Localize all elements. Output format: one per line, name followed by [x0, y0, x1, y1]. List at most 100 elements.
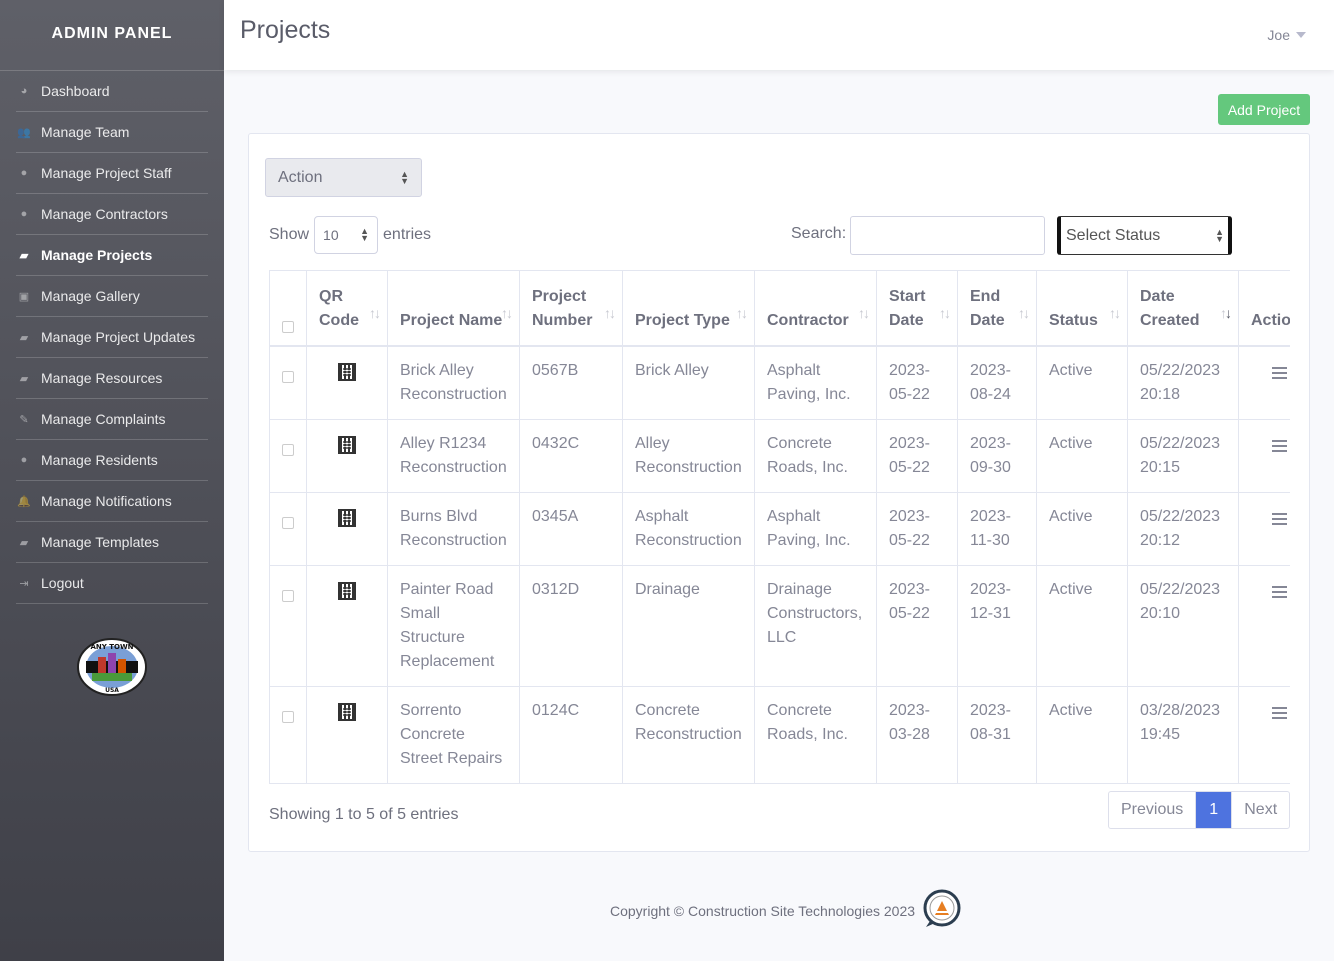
qr-code-icon[interactable] — [338, 508, 356, 527]
length-control: Show 10 ▲ ▼ entries — [269, 216, 431, 254]
column-header-label: Project Name — [400, 311, 503, 329]
row-checkbox[interactable] — [282, 589, 294, 602]
page-1-button[interactable]: 1 — [1196, 792, 1232, 828]
row-menu-icon[interactable] — [1271, 366, 1287, 379]
sidebar-item-logout[interactable]: ⇥ Logout — [16, 563, 208, 604]
page-title: Projects — [240, 16, 331, 44]
column-header-status[interactable]: Status ↑↓ — [1036, 270, 1128, 347]
sidebar-item-manage-complaints[interactable]: ✎ Manage Complaints — [16, 399, 208, 440]
cell-end: 2023-12-31 — [957, 564, 1037, 687]
cell-number: 0432C — [519, 418, 623, 493]
column-header-project-name[interactable]: Project Name ↑↓ — [387, 270, 520, 347]
column-header-end-date[interactable]: End Date ↑↓ — [957, 270, 1037, 347]
action-select-value: Action — [278, 168, 323, 186]
select-all-checkbox[interactable] — [282, 320, 294, 333]
sidebar-item-manage-project-updates[interactable]: ▰ Manage Project Updates — [16, 317, 208, 358]
cell-name: Brick Alley Reconstruction — [387, 345, 520, 420]
row-checkbox[interactable] — [282, 370, 294, 383]
sidebar-item-manage-project-staff[interactable]: ● Manage Project Staff — [16, 153, 208, 194]
user-menu[interactable]: Joe — [1267, 27, 1306, 43]
sort-arrows-icon: ↑↓ — [736, 305, 748, 321]
users-icon: 👥 — [17, 126, 31, 139]
row-menu-icon[interactable] — [1271, 706, 1287, 719]
sidebar-item-manage-residents[interactable]: ● Manage Residents — [16, 440, 208, 481]
table-row: Alley R1234 Reconstruction 0432C Alley Rec… — [269, 418, 1290, 493]
cell-end: 2023-08-24 — [957, 345, 1037, 420]
row-menu-icon[interactable] — [1271, 585, 1287, 598]
cell-start: 2023-05-22 — [876, 564, 958, 687]
add-project-button[interactable]: Add Project — [1218, 94, 1310, 125]
row-menu-icon[interactable] — [1271, 512, 1287, 525]
sidebar-item-label: Manage Gallery — [41, 288, 140, 304]
qr-code-icon[interactable] — [338, 702, 356, 721]
show-label: Show — [269, 226, 310, 243]
sidebar-item-manage-team[interactable]: 👥 Manage Team — [16, 112, 208, 153]
column-header-label: Project Number — [532, 287, 593, 329]
sidebar-item-label: Manage Notifications — [41, 493, 172, 509]
sidebar-item-label: Logout — [41, 575, 84, 591]
row-checkbox[interactable] — [282, 516, 294, 529]
cell-created: 05/22/2023 20:10 — [1127, 564, 1239, 687]
cell-end: 2023-09-30 — [957, 418, 1037, 493]
column-header-label: Project Type — [635, 311, 730, 329]
entries-select[interactable]: 10 ▲ ▼ — [314, 216, 379, 254]
sidebar-item-manage-contractors[interactable]: ● Manage Contractors — [16, 194, 208, 235]
table-row: Brick Alley Reconstruction 0567B Brick All… — [269, 345, 1290, 420]
cell-contractor: Asphalt Paving, Inc. — [754, 491, 877, 566]
cell-end: 2023-08-31 — [957, 685, 1037, 783]
search-input[interactable] — [850, 216, 1045, 255]
logout-icon: ⇥ — [19, 577, 29, 590]
column-header-date-created[interactable]: Date Created ↑↓ — [1127, 270, 1239, 347]
cell-created: 05/22/2023 20:15 — [1127, 418, 1239, 493]
cell-name: Painter Road Small Structure Replacement — [387, 564, 520, 687]
cell-contractor: Asphalt Paving, Inc. — [754, 345, 877, 420]
column-header-project-number[interactable]: Project Number ↑↓ — [519, 270, 623, 347]
column-header-label: Start Date — [889, 287, 926, 329]
row-checkbox[interactable] — [282, 443, 294, 456]
status-select[interactable]: Select Status ▲ ▼ — [1057, 216, 1232, 255]
column-header-label: End Date — [970, 287, 1005, 329]
cell-status: Active — [1036, 345, 1128, 420]
sidebar-item-label: Manage Resources — [41, 370, 163, 386]
cell-type: Concrete Reconstruction — [622, 685, 755, 783]
row-checkbox[interactable] — [282, 710, 294, 723]
user-name: Joe — [1267, 27, 1290, 43]
sidebar-item-label: Manage Contractors — [41, 206, 168, 222]
cell-name: Burns Blvd Reconstruction — [387, 491, 520, 566]
sidebar-item-manage-projects[interactable]: ▰ Manage Projects — [16, 235, 208, 276]
cell-contractor: Concrete Roads, Inc. — [754, 685, 877, 783]
column-header-start-date[interactable]: Start Date ↑↓ — [876, 270, 958, 347]
action-select[interactable]: Action ▲ ▼ — [265, 158, 422, 197]
column-header-project-type[interactable]: Project Type ↑↓ — [622, 270, 755, 347]
brand-title: ADMIN PANEL — [51, 25, 173, 42]
sidebar-item-manage-templates[interactable]: ▰ Manage Templates — [16, 522, 208, 563]
entries-label: entries — [383, 226, 432, 243]
cell-start: 2023-05-22 — [876, 418, 958, 493]
table-header-row: QR Code ↑↓ Project Name ↑↓ Project Number ↑↓ P… — [269, 270, 1290, 347]
column-header-contractor[interactable]: Contractor ↑↓ — [754, 270, 877, 347]
column-header-label: Date Created — [1140, 287, 1200, 329]
logo-text-top: ANY TOWN — [90, 643, 133, 651]
column-header-actio[interactable]: Actio — [1238, 270, 1290, 347]
cell-start: 2023-03-28 — [876, 685, 958, 783]
column-header-qr-code[interactable]: QR Code ↑↓ — [306, 270, 388, 347]
cell-contractor: Drainage Constructors, LLC — [754, 564, 877, 687]
qr-code-icon[interactable] — [338, 435, 356, 454]
next-button[interactable]: Next — [1231, 792, 1289, 828]
note-icon: ▰ — [19, 331, 29, 344]
sidebar-item-manage-gallery[interactable]: ▣ Manage Gallery — [16, 276, 208, 317]
sidebar-item-manage-resources[interactable]: ▰ Manage Resources — [16, 358, 208, 399]
sidebar-item-label: Dashboard — [41, 83, 110, 99]
row-menu-icon[interactable] — [1271, 439, 1287, 452]
caret-down-icon — [1296, 32, 1306, 38]
sidebar-item-dashboard[interactable]: ◕ Dashboard — [16, 71, 208, 112]
qr-code-icon[interactable] — [338, 581, 356, 600]
note-icon: ▰ — [19, 249, 29, 262]
sidebar-item-manage-notifications[interactable]: 🔔 Manage Notifications — [16, 481, 208, 522]
user-icon: ● — [20, 167, 28, 179]
cell-name: Sorrento Concrete Street Repairs — [387, 685, 520, 783]
previous-button[interactable]: Previous — [1109, 792, 1197, 828]
user-icon: ● — [20, 208, 28, 220]
qr-code-icon[interactable] — [338, 362, 356, 381]
table-info: Showing 1 to 5 of 5 entries — [269, 806, 459, 823]
